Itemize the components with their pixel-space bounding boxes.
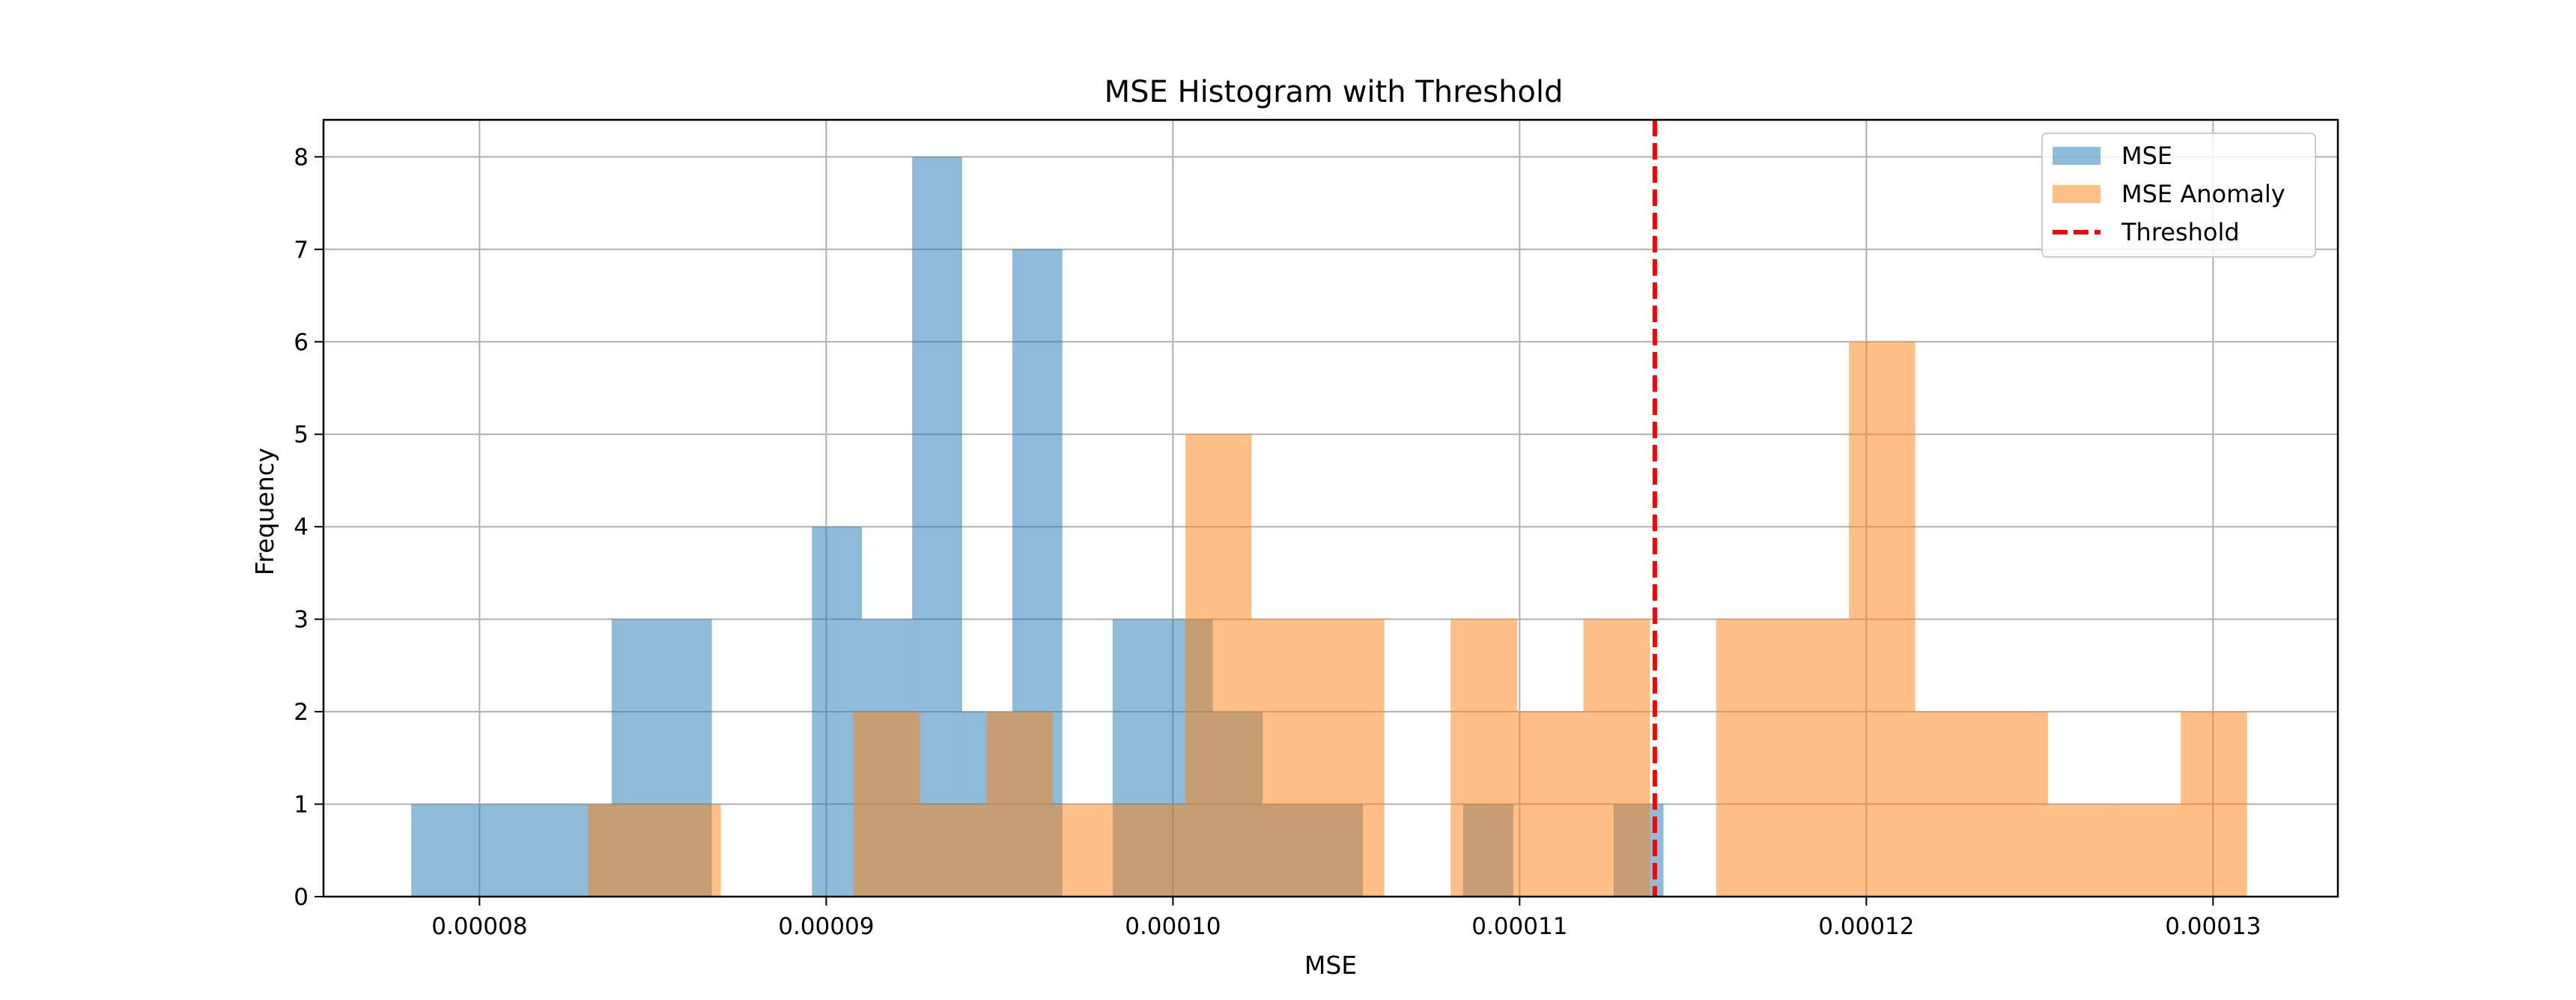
histogram-bar [853, 712, 920, 897]
x-tick-label: 0.00009 [778, 913, 874, 940]
x-axis-label: MSE [1304, 951, 1357, 980]
y-tick-label: 0 [294, 884, 309, 911]
x-tick-label: 0.00008 [431, 913, 527, 940]
histogram-bar [1251, 619, 1319, 897]
histogram-bar [1583, 619, 1650, 897]
histogram-bar [912, 157, 962, 897]
histogram-bar [1517, 712, 1584, 897]
histogram-bar [920, 804, 987, 897]
legend-swatch [2053, 147, 2100, 165]
histogram-bar [588, 804, 654, 897]
bars [411, 157, 2247, 897]
y-tick-label: 5 [294, 422, 309, 449]
histogram-bar [1450, 619, 1518, 897]
plot-frame [322, 118, 2339, 898]
x-tick-label: 0.00010 [1125, 913, 1221, 940]
y-tick-label: 7 [294, 237, 309, 264]
histogram-bar [1981, 712, 2048, 897]
histogram-bar [2181, 712, 2247, 897]
legend-label: MSE [2121, 142, 2172, 170]
legend-label: Threshold [2121, 218, 2240, 246]
histogram-bar [654, 804, 721, 897]
histogram-bar [1318, 619, 1385, 897]
histogram-bar [2047, 804, 2115, 897]
series-mse-anomaly [588, 342, 2247, 897]
histogram-bar [2114, 804, 2181, 897]
legend-swatch [2053, 185, 2100, 203]
legend: MSE MSE Anomaly Threshold [2041, 133, 2316, 258]
histogram-bar [1782, 619, 1850, 897]
histogram-bar [1052, 804, 1120, 897]
x-tick-label: 0.00011 [1471, 913, 1567, 940]
y-tick-label: 3 [294, 607, 309, 634]
y-tick-label: 1 [294, 792, 309, 819]
x-axis: 0.00008 0.00009 0.00010 0.00011 0.00012 0.000… [431, 897, 2261, 940]
y-axis-label: Frequency [250, 448, 279, 575]
histogram-bar [1185, 434, 1252, 897]
histogram-bar [1849, 342, 1916, 897]
plot-area [322, 118, 2339, 898]
y-tick-label: 6 [294, 329, 309, 356]
histogram-bar [1716, 619, 1783, 897]
x-tick-label: 0.00012 [1818, 913, 1914, 940]
chart-title: MSE Histogram with Threshold [1105, 75, 1564, 109]
legend-label: MSE Anomaly [2121, 180, 2285, 208]
y-tick-label: 8 [294, 144, 309, 171]
y-tick-label: 2 [294, 699, 309, 726]
histogram-bar [986, 712, 1053, 897]
histogram-bar [1119, 804, 1186, 897]
y-tick-label: 4 [294, 514, 309, 541]
histogram-bar [411, 804, 511, 897]
y-axis: 0 1 2 3 4 5 6 7 8 [294, 144, 323, 911]
histogram-bar [1915, 712, 1982, 897]
x-tick-label: 0.00013 [2165, 913, 2261, 940]
legend-box [2041, 133, 2316, 258]
